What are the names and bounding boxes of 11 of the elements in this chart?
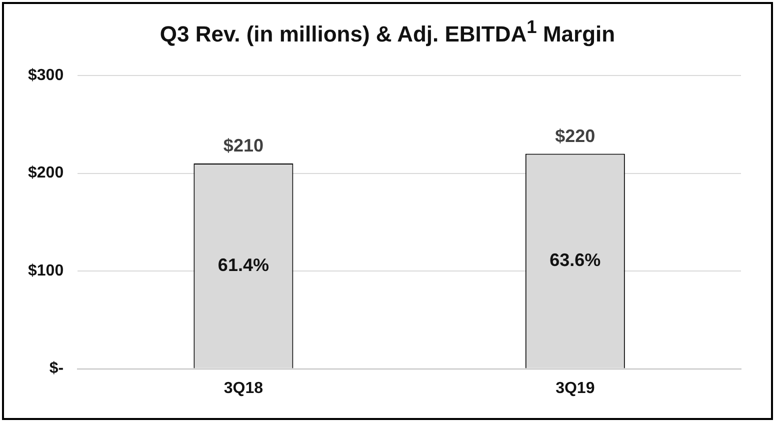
y-tick-label: $300: [28, 67, 64, 84]
y-tick-label: $200: [28, 164, 64, 182]
data-label: $210: [223, 136, 264, 156]
x-tick-label: 3Q18: [224, 380, 264, 397]
data-label: $220: [555, 126, 596, 146]
chart-title: Q3 Rev. (in millions) & Adj. EBITDA$^{1}$ Margin: [158, 16, 616, 48]
y-tick-label: $-: [49, 360, 64, 378]
annotation: 63.6%: [550, 250, 601, 270]
annotation: 61.4%: [218, 254, 269, 275]
x-tick-label: 3Q19: [556, 380, 595, 397]
y-tick-label: $100: [28, 262, 64, 280]
